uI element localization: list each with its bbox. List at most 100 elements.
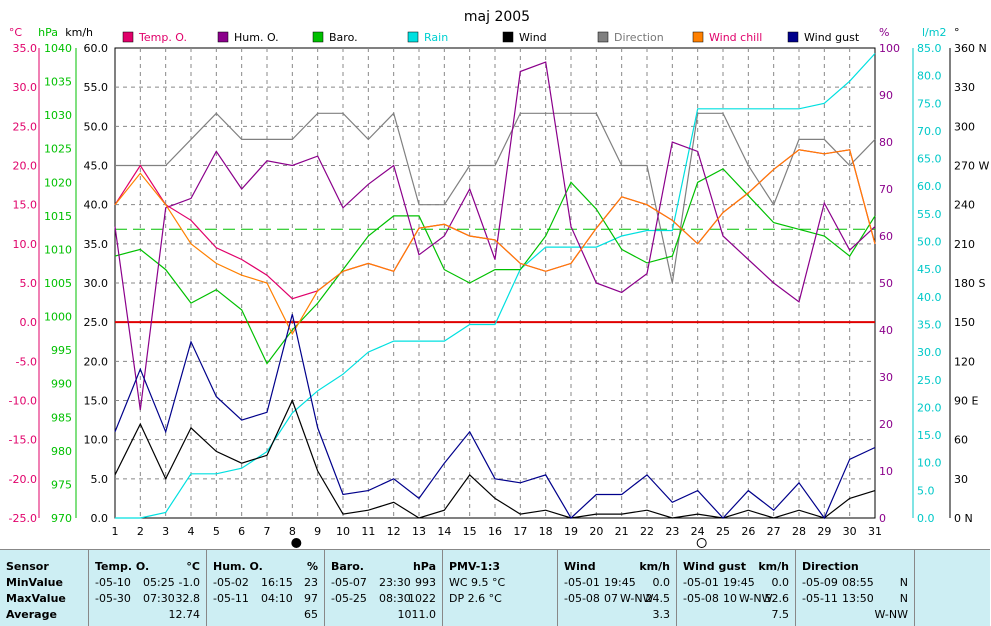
axis-tick-temp: 20.0 <box>13 160 38 173</box>
axis-tick-wind: 5.0 <box>91 473 109 486</box>
row-label-avg: Average <box>6 608 57 621</box>
axis-tick-baro: 1015 <box>44 210 72 223</box>
x-tick-label: 31 <box>868 525 882 538</box>
legend-swatch <box>217 31 229 43</box>
gust-unit: km/h <box>758 560 789 573</box>
hum-unit: % <box>306 560 318 573</box>
wind-min-value: 0.0 <box>652 576 671 589</box>
axis-tick-temp: -5.0 <box>16 355 37 368</box>
wind-title: Wind <box>564 560 596 573</box>
baro-unit: hPa <box>412 560 436 573</box>
axis-tick-baro: 1040 <box>44 42 72 55</box>
gust-average: 7.5 <box>771 608 790 621</box>
axis-tick-rain: 20.0 <box>917 401 942 414</box>
axis-tick-rain: 0.0 <box>917 512 935 525</box>
dir-title: Direction <box>802 560 859 573</box>
legend-label: Wind <box>519 31 547 44</box>
pmv-wind-chill: WC 9.5 °C <box>449 576 506 589</box>
gust-max-date: -05-08 <box>683 592 719 605</box>
axis-tick-temp: 15.0 <box>13 199 38 212</box>
axis-tick-hum: 100 <box>879 42 900 55</box>
axis-tick-dir: 30 <box>954 473 968 486</box>
axis-tick-baro: 970 <box>51 512 72 525</box>
chart-svg: maj 2005 35.030.025.020.015.010.05.00.0-… <box>9 9 989 548</box>
baro-max-value: 1022 <box>408 592 436 605</box>
axis-tick-baro: 1030 <box>44 109 72 122</box>
axis-tick-baro: 1035 <box>44 76 72 89</box>
axis-tick-rain: 10.0 <box>917 457 942 470</box>
stats-sensor-col: Sensor MinValue MaxValue Average <box>0 550 89 626</box>
x-tick-label: 14 <box>437 525 451 538</box>
axis-tick-dir: 150 <box>954 316 975 329</box>
weather-chart: maj 2005 35.0 30.0 25.0 20.0 15.0 10.0 5.0 0.0-… <box>9 9 989 548</box>
x-tick-label: 1 <box>112 525 119 538</box>
stats-temp-col: Temp. O. °C -05-10 05:25 -1.0 -05-30 07:30 32… <box>89 550 207 626</box>
baro-min-time: 23:30 <box>379 576 411 589</box>
legend-label: Hum. O. <box>234 31 279 44</box>
axis-tick-baro: 975 <box>51 478 72 491</box>
axis-tick-wind: 0.0 <box>91 512 109 525</box>
temp-min-date: -05-10 <box>95 576 131 589</box>
axis-tick-wind: 25.0 <box>84 316 109 329</box>
wind-max-date: -05-08 <box>564 592 600 605</box>
hum-min-value: 23 <box>304 576 318 589</box>
series-line-wind-chill <box>114 149 876 336</box>
axis-tick-hum: 80 <box>879 136 893 149</box>
axis-tick-dir: 180 S <box>954 277 985 290</box>
axis-tick-wind: 10.0 <box>84 434 109 447</box>
axis-unit-temp: °C <box>9 26 23 39</box>
new-moon-icon <box>696 538 707 548</box>
axis-tick-rain: 30.0 <box>917 346 942 359</box>
x-tick-label: 8 <box>289 525 296 538</box>
temp-average: 12.74 <box>168 608 201 621</box>
axis-tick-hum: 40 <box>879 324 893 337</box>
x-tick-label: 3 <box>162 525 169 538</box>
legend: Temp. O. Hum. O. Baro. Rain Wind Direction Win… <box>122 31 860 44</box>
dir-max-time: 13:50 <box>842 592 874 605</box>
axis-tick-rain: 35.0 <box>917 318 942 331</box>
axis-tick-dir: 300 <box>954 120 975 133</box>
wind-min-date: -05-01 <box>564 576 600 589</box>
gust-min-date: -05-01 <box>683 576 719 589</box>
temp-min-value: -1.0 <box>178 576 200 589</box>
axis-tick-hum: 70 <box>879 183 893 196</box>
axis-tick-rain: 40.0 <box>917 291 942 304</box>
axis-tick-hum: 20 <box>879 418 893 431</box>
axis-tick-wind: 15.0 <box>84 395 109 408</box>
legend-swatch <box>692 31 704 43</box>
dir-min-value: N <box>899 576 908 589</box>
axis-tick-hum: 0 <box>879 512 886 525</box>
axis-tick-dir: 120 <box>954 355 975 368</box>
gust-max-time: 10 <box>723 592 737 605</box>
x-tick-label: 25 <box>716 525 730 538</box>
axis-tick-dir: 330 <box>954 81 975 94</box>
gust-min-value: 0.0 <box>771 576 790 589</box>
x-tick-label: 24 <box>691 525 705 538</box>
x-tick-label: 21 <box>615 525 629 538</box>
axis-tick-dir: 240 <box>954 199 975 212</box>
axis-tick-temp: -20.0 <box>9 473 37 486</box>
baro-average: 1011.0 <box>397 608 437 621</box>
series-line-hum-o- <box>114 61 876 410</box>
series-line-wind <box>114 398 876 519</box>
wind-unit: km/h <box>639 560 670 573</box>
axis-tick-baro: 1000 <box>44 311 72 324</box>
legend-label: Baro. <box>329 31 358 44</box>
axis-tick-rain: 85.0 <box>917 42 942 55</box>
baro-max-time: 08:30 <box>379 592 411 605</box>
axis-tick-wind: 30.0 <box>84 277 109 290</box>
full-moon-icon <box>291 538 302 548</box>
axis-tick-dir: 210 <box>954 238 975 251</box>
statistics-panel: Sensor MinValue MaxValue Average Temp. O… <box>0 549 990 626</box>
stats-empty-col <box>915 550 989 626</box>
axis-tick-rain: 25.0 <box>917 374 942 387</box>
axis-tick-baro: 980 <box>51 445 72 458</box>
x-tick-label: 12 <box>387 525 401 538</box>
series-line-wind-gust <box>114 314 876 520</box>
axis-tick-hum: 50 <box>879 277 893 290</box>
gust-title: Wind gust <box>683 560 746 573</box>
wind-average: 3.3 <box>652 608 671 621</box>
baro-min-value: 993 <box>415 576 436 589</box>
x-tick-label: 4 <box>188 525 195 538</box>
dir-min-time: 08:55 <box>842 576 874 589</box>
